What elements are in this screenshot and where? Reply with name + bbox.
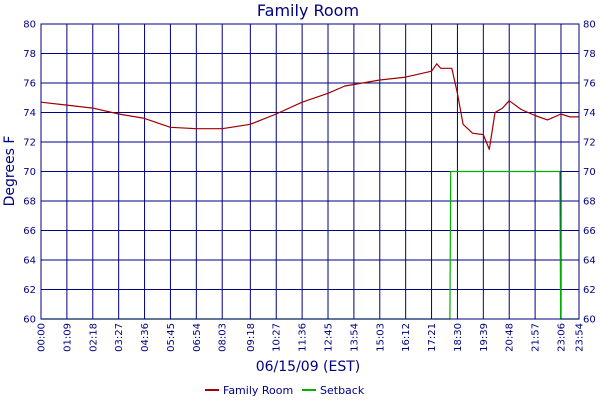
- x-tick-label: 04:36: [140, 323, 151, 352]
- x-tick-label: 23:06: [556, 323, 567, 352]
- y-axis-left: 60 62 64 66 68 70 72 74 76 78 80: [23, 20, 36, 326]
- x-tick-label: 20:48: [505, 323, 516, 352]
- x-tick-label: 16:12: [401, 323, 412, 352]
- legend: Family Room Setback: [205, 384, 365, 397]
- y-tick-label-left: 64: [23, 256, 36, 267]
- y-tick-label-left: 76: [23, 79, 36, 90]
- y-tick-label-left: 72: [23, 138, 36, 149]
- chart-title: Family Room: [257, 1, 359, 20]
- series-layer: [40, 63, 579, 320]
- y-tick-label-left: 62: [23, 285, 36, 296]
- x-tick-label: 23:54: [575, 323, 586, 352]
- legend-label: Family Room: [223, 384, 293, 397]
- x-tick-label: 15:03: [375, 323, 386, 352]
- y-tick-label-right: 70: [583, 167, 596, 178]
- x-tick-label: 02:18: [88, 323, 99, 352]
- x-tick-label: 21:57: [531, 323, 542, 352]
- y-tick-label-right: 64: [583, 256, 596, 267]
- x-axis-title: 06/15/09 (EST): [256, 359, 361, 375]
- x-tick-label: 09:18: [246, 323, 257, 352]
- x-tick-label: 17:21: [427, 323, 438, 352]
- series-line-setback: [41, 170, 579, 320]
- x-tick-label: 08:03: [218, 323, 229, 352]
- x-tick-label: 18:30: [453, 323, 464, 352]
- x-tick-label: 03:27: [114, 323, 125, 352]
- x-tick-label: 05:45: [166, 323, 177, 352]
- y-tick-label-right: 60: [583, 315, 596, 326]
- y-tick-label-left: 78: [23, 49, 36, 60]
- y-tick-label-right: 66: [583, 226, 596, 237]
- y-tick-label-left: 66: [23, 226, 36, 237]
- x-tick-label: 01:09: [62, 323, 73, 352]
- y-tick-label-left: 74: [23, 108, 36, 119]
- y-axis-right: 60 62 64 66 68 70 72 74 76 78 80: [583, 20, 596, 326]
- y-tick-label-right: 72: [583, 138, 596, 149]
- y-tick-label-right: 76: [583, 79, 596, 90]
- y-axis-title: Degrees F: [2, 136, 18, 207]
- y-tick-label-left: 70: [23, 167, 36, 178]
- y-tick-label-right: 74: [583, 108, 596, 119]
- plot-frame: [40, 23, 580, 320]
- y-tick-label-left: 68: [23, 197, 36, 208]
- y-tick-label-right: 68: [583, 197, 596, 208]
- x-tick-label: 19:39: [479, 323, 490, 352]
- x-tick-label: 00:00: [37, 323, 48, 352]
- legend-label: Setback: [320, 384, 365, 397]
- x-tick-label: 13:54: [349, 323, 360, 352]
- y-tick-label-left: 80: [23, 20, 36, 31]
- y-tick-label-right: 80: [583, 20, 596, 31]
- x-tick-label: 11:36: [298, 323, 309, 352]
- y-tick-label-right: 78: [583, 49, 596, 60]
- series-line-family-room: [40, 63, 579, 150]
- x-axis: 00:00 01:09 02:18 03:27 04:36 05:45 06:54 08:03…: [37, 323, 586, 352]
- x-tick-label: 12:45: [324, 323, 335, 352]
- x-tick-label: 06:54: [192, 323, 203, 352]
- y-tick-label-left: 60: [23, 315, 36, 326]
- x-tick-label: 10:27: [272, 323, 283, 352]
- y-tick-label-right: 62: [583, 285, 596, 296]
